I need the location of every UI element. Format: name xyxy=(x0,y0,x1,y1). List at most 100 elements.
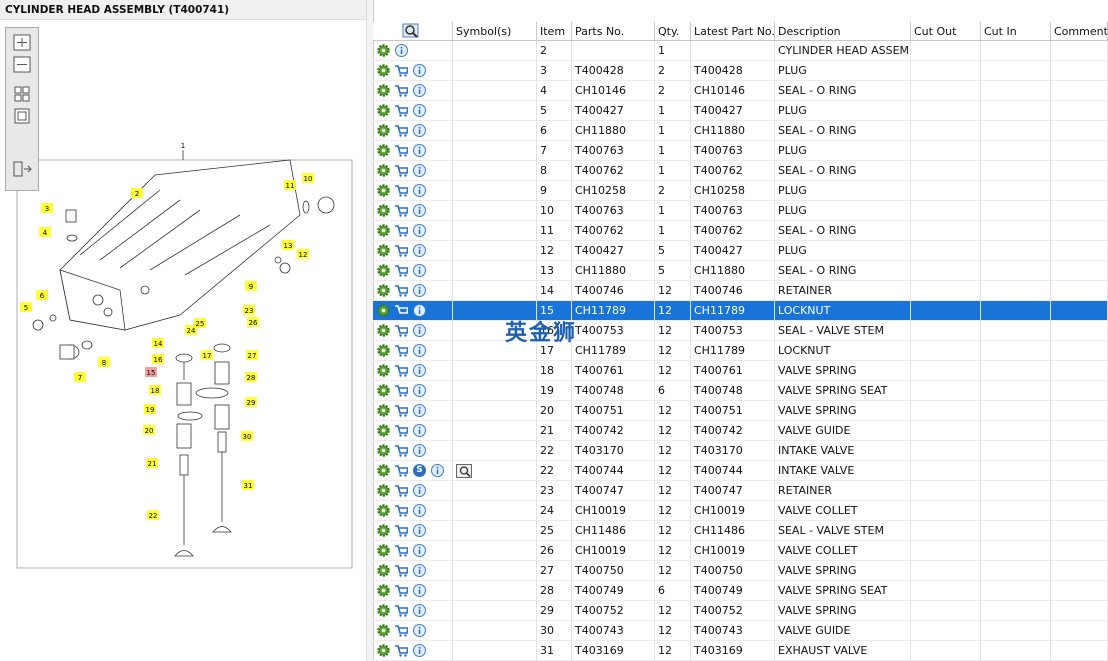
gear-icon[interactable] xyxy=(377,144,390,157)
gear-icon[interactable] xyxy=(377,624,390,637)
info-icon[interactable] xyxy=(413,224,426,237)
cart-icon[interactable] xyxy=(395,384,408,397)
cart-icon[interactable] xyxy=(395,424,408,437)
gear-icon[interactable] xyxy=(377,44,390,57)
cart-icon[interactable] xyxy=(395,404,408,417)
cart-icon[interactable] xyxy=(395,444,408,457)
cart-icon[interactable] xyxy=(395,484,408,497)
info-icon[interactable] xyxy=(413,304,426,317)
gear-icon[interactable] xyxy=(377,264,390,277)
table-row[interactable]: 7 T400763 1 T400763 PLUG xyxy=(373,141,1108,161)
gear-icon[interactable] xyxy=(377,364,390,377)
table-row[interactable]: 29 T400752 12 T400752 VALVE SPRING xyxy=(373,601,1108,621)
table-row[interactable]: S 22 T400744 12 T400744 INTAKE VALVE xyxy=(373,461,1108,481)
table-row[interactable]: 25 CH11486 12 CH11486 SEAL - VALVE STEM xyxy=(373,521,1108,541)
cart-icon[interactable] xyxy=(395,464,408,477)
splitter[interactable] xyxy=(366,0,374,661)
table-row[interactable]: 19 T400748 6 T400748 VALVE SPRING SEAT xyxy=(373,381,1108,401)
info-icon[interactable] xyxy=(413,344,426,357)
gear-icon[interactable] xyxy=(377,604,390,617)
gear-icon[interactable] xyxy=(377,64,390,77)
gear-icon[interactable] xyxy=(377,404,390,417)
gear-icon[interactable] xyxy=(377,504,390,517)
search-icon[interactable] xyxy=(402,23,420,39)
cart-icon[interactable] xyxy=(395,64,408,77)
table-row[interactable]: 24 CH10019 12 CH10019 VALVE COLLET xyxy=(373,501,1108,521)
info-icon[interactable] xyxy=(413,364,426,377)
info-icon[interactable] xyxy=(413,584,426,597)
cart-icon[interactable] xyxy=(395,504,408,517)
info-icon[interactable] xyxy=(413,424,426,437)
cart-icon[interactable] xyxy=(395,524,408,537)
info-icon[interactable] xyxy=(413,84,426,97)
info-icon[interactable] xyxy=(413,264,426,277)
fit-view[interactable] xyxy=(14,86,30,102)
cart-icon[interactable] xyxy=(395,604,408,617)
table-row[interactable]: 15 CH11789 12 CH11789 LOCKNUT xyxy=(373,301,1108,321)
gear-icon[interactable] xyxy=(377,204,390,217)
info-icon[interactable] xyxy=(413,204,426,217)
cart-icon[interactable] xyxy=(395,224,408,237)
info-icon[interactable] xyxy=(413,184,426,197)
info-icon[interactable] xyxy=(413,444,426,457)
info-icon[interactable] xyxy=(413,104,426,117)
gear-icon[interactable] xyxy=(377,224,390,237)
gear-icon[interactable] xyxy=(377,564,390,577)
gear-icon[interactable] xyxy=(377,544,390,557)
gear-icon[interactable] xyxy=(377,84,390,97)
cart-icon[interactable] xyxy=(395,144,408,157)
info-icon[interactable] xyxy=(413,124,426,137)
info-icon[interactable] xyxy=(413,504,426,517)
gear-icon[interactable] xyxy=(377,184,390,197)
toggle-panel[interactable] xyxy=(13,161,32,177)
info-icon[interactable] xyxy=(431,464,444,477)
table-row[interactable]: 27 T400750 12 T400750 VALVE SPRING xyxy=(373,561,1108,581)
table-row[interactable]: 21 T400742 12 T400742 VALVE GUIDE xyxy=(373,421,1108,441)
info-icon[interactable] xyxy=(413,604,426,617)
cart-icon[interactable] xyxy=(395,124,408,137)
column-header[interactable]: Cut In xyxy=(981,22,1051,41)
table-row[interactable]: 10 T400763 1 T400763 PLUG xyxy=(373,201,1108,221)
gear-icon[interactable] xyxy=(377,244,390,257)
gear-icon[interactable] xyxy=(377,584,390,597)
info-icon[interactable] xyxy=(413,524,426,537)
info-icon[interactable] xyxy=(413,284,426,297)
gear-icon[interactable] xyxy=(377,424,390,437)
gear-icon[interactable] xyxy=(377,444,390,457)
gear-icon[interactable] xyxy=(377,284,390,297)
column-header[interactable]: Latest Part No. xyxy=(691,22,775,41)
info-icon[interactable] xyxy=(413,564,426,577)
table-row[interactable]: 23 T400747 12 T400747 RETAINER xyxy=(373,481,1108,501)
info-icon[interactable] xyxy=(413,624,426,637)
actual-size[interactable] xyxy=(14,108,30,124)
cart-icon[interactable] xyxy=(395,304,408,317)
zoom-out[interactable] xyxy=(13,56,31,73)
cart-icon[interactable] xyxy=(395,344,408,357)
gear-icon[interactable] xyxy=(377,344,390,357)
info-icon[interactable] xyxy=(413,244,426,257)
table-row[interactable]: 6 CH11880 1 CH11880 SEAL - O RING xyxy=(373,121,1108,141)
table-row[interactable]: 30 T400743 12 T400743 VALVE GUIDE xyxy=(373,621,1108,641)
table-row[interactable]: 17 CH11789 12 CH11789 LOCKNUT xyxy=(373,341,1108,361)
info-icon[interactable] xyxy=(413,484,426,497)
cart-icon[interactable] xyxy=(395,84,408,97)
table-row[interactable]: 4 CH10146 2 CH10146 SEAL - O RING xyxy=(373,81,1108,101)
table-row[interactable]: 22 T403170 12 T403170 INTAKE VALVE xyxy=(373,441,1108,461)
table-row[interactable]: 12 T400427 5 T400427 PLUG xyxy=(373,241,1108,261)
info-icon[interactable] xyxy=(413,324,426,337)
info-icon[interactable] xyxy=(413,404,426,417)
column-header[interactable]: Symbol(s) xyxy=(453,22,537,41)
s-icon[interactable]: S xyxy=(413,464,426,477)
info-icon[interactable] xyxy=(413,644,426,657)
cart-icon[interactable] xyxy=(395,644,408,657)
gear-icon[interactable] xyxy=(377,164,390,177)
table-row[interactable]: 8 T400762 1 T400762 SEAL - O RING xyxy=(373,161,1108,181)
info-icon[interactable] xyxy=(413,144,426,157)
zoom-in[interactable] xyxy=(13,34,31,51)
column-header[interactable]: Description xyxy=(775,22,911,41)
table-row[interactable]: 13 CH11880 5 CH11880 SEAL - O RING xyxy=(373,261,1108,281)
cart-icon[interactable] xyxy=(395,204,408,217)
table-row[interactable]: 14 T400746 12 T400746 RETAINER xyxy=(373,281,1108,301)
info-icon[interactable] xyxy=(413,164,426,177)
cart-icon[interactable] xyxy=(395,364,408,377)
